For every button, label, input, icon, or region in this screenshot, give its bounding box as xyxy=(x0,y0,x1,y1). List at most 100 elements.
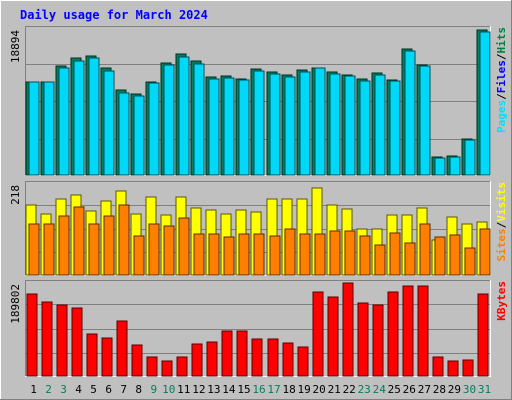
bar-sites-day-12 xyxy=(193,233,205,276)
x-tick-label: 7 xyxy=(120,383,127,396)
bar-kbytes-day-31 xyxy=(477,293,489,377)
x-tick-label: 3 xyxy=(60,383,67,396)
bar-kbytes-day-16 xyxy=(251,338,263,377)
bar-kbytes-day-11 xyxy=(176,356,188,377)
bar-sites-day-22 xyxy=(344,230,356,276)
bar-sites-day-6 xyxy=(103,215,115,276)
legend-separator: / xyxy=(495,93,508,100)
bar-files-day-13 xyxy=(208,78,220,176)
legend-hits-files-pages: Pages/Files/Hits xyxy=(495,27,508,133)
bar-files-day-31 xyxy=(479,31,491,176)
x-tick-label: 17 xyxy=(267,383,280,396)
bar-kbytes-day-6 xyxy=(101,337,113,377)
bar-kbytes-day-30 xyxy=(462,359,474,377)
panel-visits-sites: 218 Sites/Visits xyxy=(9,181,508,276)
x-tick-label: 12 xyxy=(192,383,205,396)
bar-files-day-1 xyxy=(28,81,40,176)
bar-sites-day-8 xyxy=(133,235,145,276)
bar-kbytes-day-4 xyxy=(71,307,83,377)
bar-sites-day-19 xyxy=(299,233,311,276)
y-max-label: 18894 xyxy=(9,30,22,63)
x-tick-label: 5 xyxy=(90,383,97,396)
bar-sites-day-27 xyxy=(419,223,431,276)
x-tick-label: 27 xyxy=(418,383,431,396)
bar-sites-day-1 xyxy=(28,223,40,276)
bar-files-day-17 xyxy=(269,73,281,176)
legend-item-files: Files xyxy=(495,60,508,93)
bar-files-day-25 xyxy=(389,80,401,176)
bar-sites-day-17 xyxy=(269,235,281,276)
x-tick-label: 4 xyxy=(75,383,82,396)
bar-sites-day-26 xyxy=(404,242,416,276)
bar-sites-day-4 xyxy=(73,206,85,276)
x-tick-label: 20 xyxy=(312,383,325,396)
legend-item-kbytes: KBytes xyxy=(495,281,508,321)
bar-kbytes-day-10 xyxy=(161,360,173,377)
bar-kbytes-day-14 xyxy=(221,330,233,377)
bar-sites-day-11 xyxy=(178,217,190,276)
bar-files-day-24 xyxy=(374,74,386,176)
bar-kbytes-day-1 xyxy=(26,293,38,377)
bar-files-day-28 xyxy=(434,157,446,176)
x-tick-label: 9 xyxy=(150,383,157,396)
bar-files-day-4 xyxy=(73,60,85,176)
bar-files-day-21 xyxy=(329,73,341,176)
bar-files-day-18 xyxy=(284,76,296,176)
legend-kbytes: KBytes xyxy=(495,281,508,321)
bar-kbytes-day-19 xyxy=(297,346,309,377)
bar-files-day-10 xyxy=(163,64,175,176)
bar-files-day-15 xyxy=(238,79,250,176)
legend-separator: / xyxy=(495,221,508,228)
x-tick-label: 11 xyxy=(177,383,190,396)
bar-files-day-20 xyxy=(314,67,326,176)
x-axis-labels: 1 2 3 4 5 6 7 8 9 10 11 12 13 14 15 16 17 18 19 20 21 22 23 24 2… xyxy=(30,383,491,396)
bar-files-day-9 xyxy=(148,82,160,176)
x-tick-label: 31 xyxy=(478,383,491,396)
bar-sites-day-30 xyxy=(464,247,476,276)
bar-files-day-11 xyxy=(178,56,190,176)
bar-kbytes-day-29 xyxy=(447,360,459,377)
bar-kbytes-day-28 xyxy=(432,356,444,377)
bar-kbytes-day-7 xyxy=(116,320,128,377)
bar-sites-day-24 xyxy=(374,244,386,276)
y-max-label: 189802 xyxy=(9,284,22,324)
x-tick-label: 6 xyxy=(105,383,112,396)
bar-sites-day-10 xyxy=(163,225,175,276)
chart-panels: 18894Pages/Files/Hits218Sites/Visits1898… xyxy=(9,26,508,377)
x-tick-label: 1 xyxy=(30,383,37,396)
x-tick-label: 26 xyxy=(403,383,416,396)
x-tick-label: 30 xyxy=(463,383,476,396)
bar-sites-day-20 xyxy=(314,233,326,276)
bar-sites-day-25 xyxy=(389,232,401,276)
bar-files-day-27 xyxy=(419,65,431,176)
bar-files-day-30 xyxy=(464,139,476,176)
x-tick-label: 24 xyxy=(373,383,387,396)
bar-files-day-26 xyxy=(404,50,416,176)
bar-kbytes-day-24 xyxy=(372,304,384,377)
bar-files-day-29 xyxy=(449,156,461,176)
bar-sites-day-9 xyxy=(148,223,160,276)
bar-kbytes-day-9 xyxy=(146,356,158,377)
x-tick-label: 28 xyxy=(433,383,446,396)
bar-kbytes-day-25 xyxy=(387,291,399,377)
bar-kbytes-day-22 xyxy=(342,282,354,377)
bar-kbytes-day-2 xyxy=(41,301,53,377)
bar-kbytes-day-18 xyxy=(282,342,294,377)
bar-kbytes-day-27 xyxy=(417,285,429,377)
x-tick-label: 14 xyxy=(222,383,236,396)
legend-item-visits: Visits xyxy=(495,182,508,222)
legend-visits-sites: Sites/Visits xyxy=(495,182,508,262)
legend-item-sites: Sites xyxy=(495,228,508,261)
x-tick-label: 25 xyxy=(388,383,401,396)
x-tick-label: 18 xyxy=(282,383,295,396)
bar-files-day-14 xyxy=(223,77,235,176)
x-tick-label: 22 xyxy=(343,383,356,396)
bar-files-day-5 xyxy=(88,57,100,176)
bar-files-day-23 xyxy=(359,80,371,176)
panel-kbytes: 189802 KBytes xyxy=(9,280,508,377)
bar-kbytes-day-8 xyxy=(131,344,143,377)
legend-item-hits: Hits xyxy=(495,27,508,54)
x-tick-label: 23 xyxy=(358,383,371,396)
